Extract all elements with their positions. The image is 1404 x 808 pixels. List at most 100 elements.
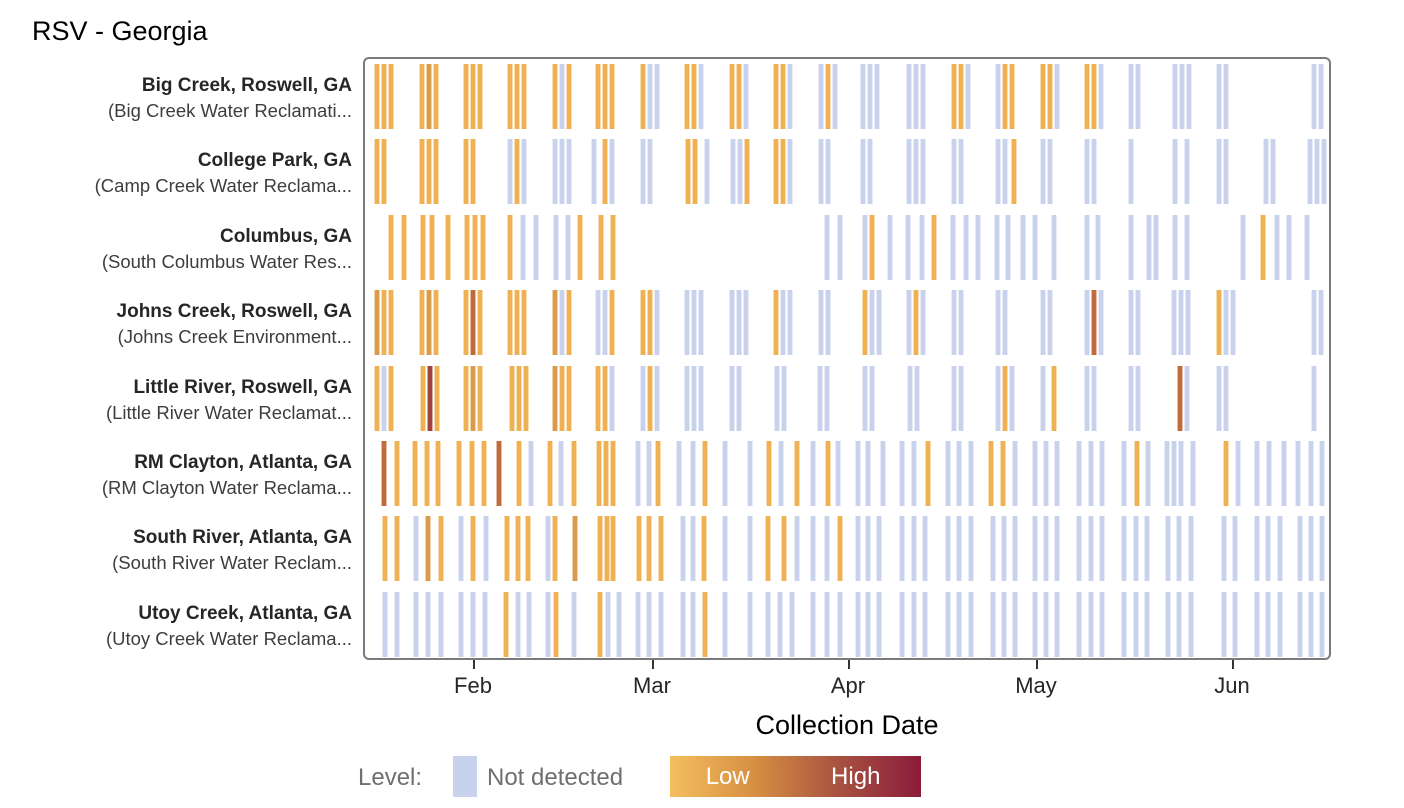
sample-bar[interactable] bbox=[730, 139, 736, 205]
sample-bar[interactable] bbox=[469, 440, 475, 506]
sample-bar[interactable] bbox=[381, 365, 387, 431]
sample-bar[interactable] bbox=[426, 139, 432, 205]
sample-bar[interactable] bbox=[598, 214, 604, 280]
sample-bar[interactable] bbox=[419, 64, 425, 129]
sample-bar[interactable] bbox=[1005, 214, 1011, 280]
sample-bar[interactable] bbox=[374, 139, 380, 205]
sample-bar[interactable] bbox=[514, 64, 520, 129]
sample-bar[interactable] bbox=[1153, 214, 1159, 280]
sample-bar[interactable] bbox=[956, 440, 962, 506]
sample-bar[interactable] bbox=[1098, 290, 1104, 356]
sample-bar[interactable] bbox=[729, 64, 735, 129]
sample-bar[interactable] bbox=[773, 139, 779, 205]
sample-bar[interactable] bbox=[691, 64, 697, 129]
sample-bar[interactable] bbox=[956, 591, 962, 657]
sample-bar[interactable] bbox=[837, 516, 843, 582]
sample-bar[interactable] bbox=[880, 440, 886, 506]
sample-bar[interactable] bbox=[1043, 516, 1049, 582]
sample-bar[interactable] bbox=[837, 214, 843, 280]
sample-bar[interactable] bbox=[1076, 591, 1082, 657]
sample-bar[interactable] bbox=[832, 64, 838, 129]
sample-bar[interactable] bbox=[547, 440, 553, 506]
sample-bar[interactable] bbox=[1179, 64, 1185, 129]
sample-bar[interactable] bbox=[1040, 290, 1046, 356]
sample-bar[interactable] bbox=[374, 64, 380, 129]
sample-bar[interactable] bbox=[1265, 591, 1271, 657]
sample-bar[interactable] bbox=[1277, 591, 1283, 657]
sample-bar[interactable] bbox=[558, 440, 564, 506]
sample-bar[interactable] bbox=[463, 139, 469, 205]
sample-bar[interactable] bbox=[470, 139, 476, 205]
sample-bar[interactable] bbox=[1318, 64, 1324, 129]
sample-bar[interactable] bbox=[1186, 64, 1192, 129]
sample-bar[interactable] bbox=[906, 64, 912, 129]
sample-bar[interactable] bbox=[1304, 214, 1310, 280]
sample-bar[interactable] bbox=[1286, 214, 1292, 280]
sample-bar[interactable] bbox=[1172, 64, 1178, 129]
sample-bar[interactable] bbox=[597, 516, 603, 582]
sample-bar[interactable] bbox=[1281, 440, 1287, 506]
sample-bar[interactable] bbox=[860, 139, 866, 205]
sample-bar[interactable] bbox=[477, 290, 483, 356]
sample-bar[interactable] bbox=[1178, 440, 1184, 506]
sample-bar[interactable] bbox=[818, 290, 824, 356]
sample-bar[interactable] bbox=[523, 365, 529, 431]
sample-bar[interactable] bbox=[1001, 591, 1007, 657]
sample-bar[interactable] bbox=[676, 440, 682, 506]
sample-bar[interactable] bbox=[951, 139, 957, 205]
sample-bar[interactable] bbox=[765, 591, 771, 657]
sample-bar[interactable] bbox=[1188, 516, 1194, 582]
sample-bar[interactable] bbox=[552, 365, 558, 431]
sample-bar[interactable] bbox=[794, 440, 800, 506]
sample-bar[interactable] bbox=[905, 214, 911, 280]
sample-bar[interactable] bbox=[865, 591, 871, 657]
sample-bar[interactable] bbox=[528, 440, 534, 506]
sample-bar[interactable] bbox=[867, 139, 873, 205]
sample-bar[interactable] bbox=[914, 365, 920, 431]
sample-bar[interactable] bbox=[1002, 64, 1008, 129]
sample-bar[interactable] bbox=[747, 440, 753, 506]
sample-bar[interactable] bbox=[722, 440, 728, 506]
sample-bar[interactable] bbox=[736, 365, 742, 431]
sample-bar[interactable] bbox=[778, 440, 784, 506]
sample-bar[interactable] bbox=[780, 290, 786, 356]
sample-bar[interactable] bbox=[552, 516, 558, 582]
sample-bar[interactable] bbox=[958, 64, 964, 129]
sample-bar[interactable] bbox=[1171, 440, 1177, 506]
sample-bar[interactable] bbox=[1076, 516, 1082, 582]
sample-bar[interactable] bbox=[1319, 591, 1325, 657]
sample-bar[interactable] bbox=[1099, 516, 1105, 582]
sample-bar[interactable] bbox=[382, 516, 388, 582]
sample-bar[interactable] bbox=[1091, 365, 1097, 431]
sample-bar[interactable] bbox=[1047, 64, 1053, 129]
sample-bar[interactable] bbox=[595, 365, 601, 431]
sample-bar[interactable] bbox=[1223, 365, 1229, 431]
sample-bar[interactable] bbox=[1040, 365, 1046, 431]
sample-bar[interactable] bbox=[1146, 214, 1152, 280]
sample-bar[interactable] bbox=[504, 516, 510, 582]
sample-bar[interactable] bbox=[922, 591, 928, 657]
sample-bar[interactable] bbox=[1012, 591, 1018, 657]
sample-bar[interactable] bbox=[958, 365, 964, 431]
sample-bar[interactable] bbox=[867, 64, 873, 129]
sample-bar[interactable] bbox=[995, 64, 1001, 129]
sample-bar[interactable] bbox=[777, 591, 783, 657]
sample-bar[interactable] bbox=[516, 365, 522, 431]
sample-bar[interactable] bbox=[559, 139, 565, 205]
sample-bar[interactable] bbox=[899, 516, 905, 582]
sample-bar[interactable] bbox=[1040, 139, 1046, 205]
sample-bar[interactable] bbox=[481, 440, 487, 506]
sample-bar[interactable] bbox=[401, 214, 407, 280]
sample-bar[interactable] bbox=[381, 440, 387, 506]
sample-bar[interactable] bbox=[591, 139, 597, 205]
sample-bar[interactable] bbox=[458, 516, 464, 582]
sample-bar[interactable] bbox=[640, 64, 646, 129]
sample-bar[interactable] bbox=[566, 290, 572, 356]
sample-bar[interactable] bbox=[865, 440, 871, 506]
sample-bar[interactable] bbox=[480, 214, 486, 280]
sample-bar[interactable] bbox=[698, 290, 704, 356]
sample-bar[interactable] bbox=[913, 139, 919, 205]
sample-bar[interactable] bbox=[990, 591, 996, 657]
sample-bar[interactable] bbox=[572, 516, 578, 582]
sample-bar[interactable] bbox=[1308, 516, 1314, 582]
